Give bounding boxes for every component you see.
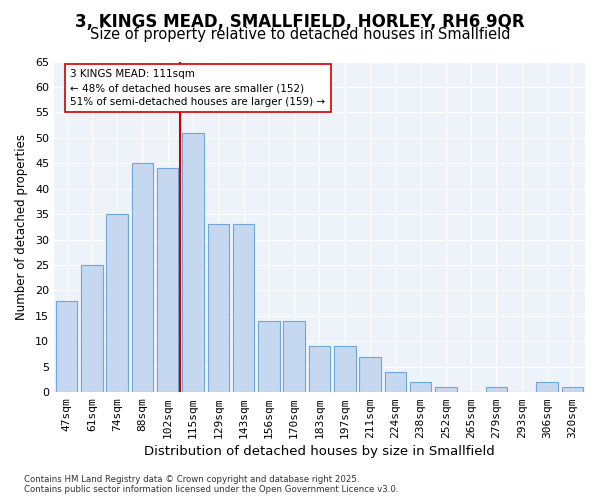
Text: Size of property relative to detached houses in Smallfield: Size of property relative to detached ho… (90, 28, 510, 42)
Bar (283, 321, 305, 392)
Bar (208, 224, 229, 392)
Bar (258, 321, 280, 392)
Bar (359, 356, 381, 392)
Text: 3 KINGS MEAD: 111sqm
← 48% of detached houses are smaller (152)
51% of semi-deta: 3 KINGS MEAD: 111sqm ← 48% of detached h… (70, 69, 325, 107)
Bar (385, 372, 406, 392)
Bar (233, 224, 254, 392)
Bar (309, 346, 330, 392)
Bar (536, 382, 558, 392)
Bar (131, 164, 153, 392)
Bar (435, 387, 457, 392)
Bar (486, 387, 507, 392)
Bar (562, 387, 583, 392)
Y-axis label: Number of detached properties: Number of detached properties (15, 134, 28, 320)
Bar (182, 132, 204, 392)
Bar (157, 168, 178, 392)
Bar (56, 300, 77, 392)
Bar (334, 346, 356, 392)
X-axis label: Distribution of detached houses by size in Smallfield: Distribution of detached houses by size … (144, 444, 495, 458)
Text: 3, KINGS MEAD, SMALLFIELD, HORLEY, RH6 9QR: 3, KINGS MEAD, SMALLFIELD, HORLEY, RH6 9… (75, 12, 525, 30)
Text: Contains HM Land Registry data © Crown copyright and database right 2025.
Contai: Contains HM Land Registry data © Crown c… (24, 474, 398, 494)
Bar (81, 265, 103, 392)
Bar (106, 214, 128, 392)
Bar (410, 382, 431, 392)
